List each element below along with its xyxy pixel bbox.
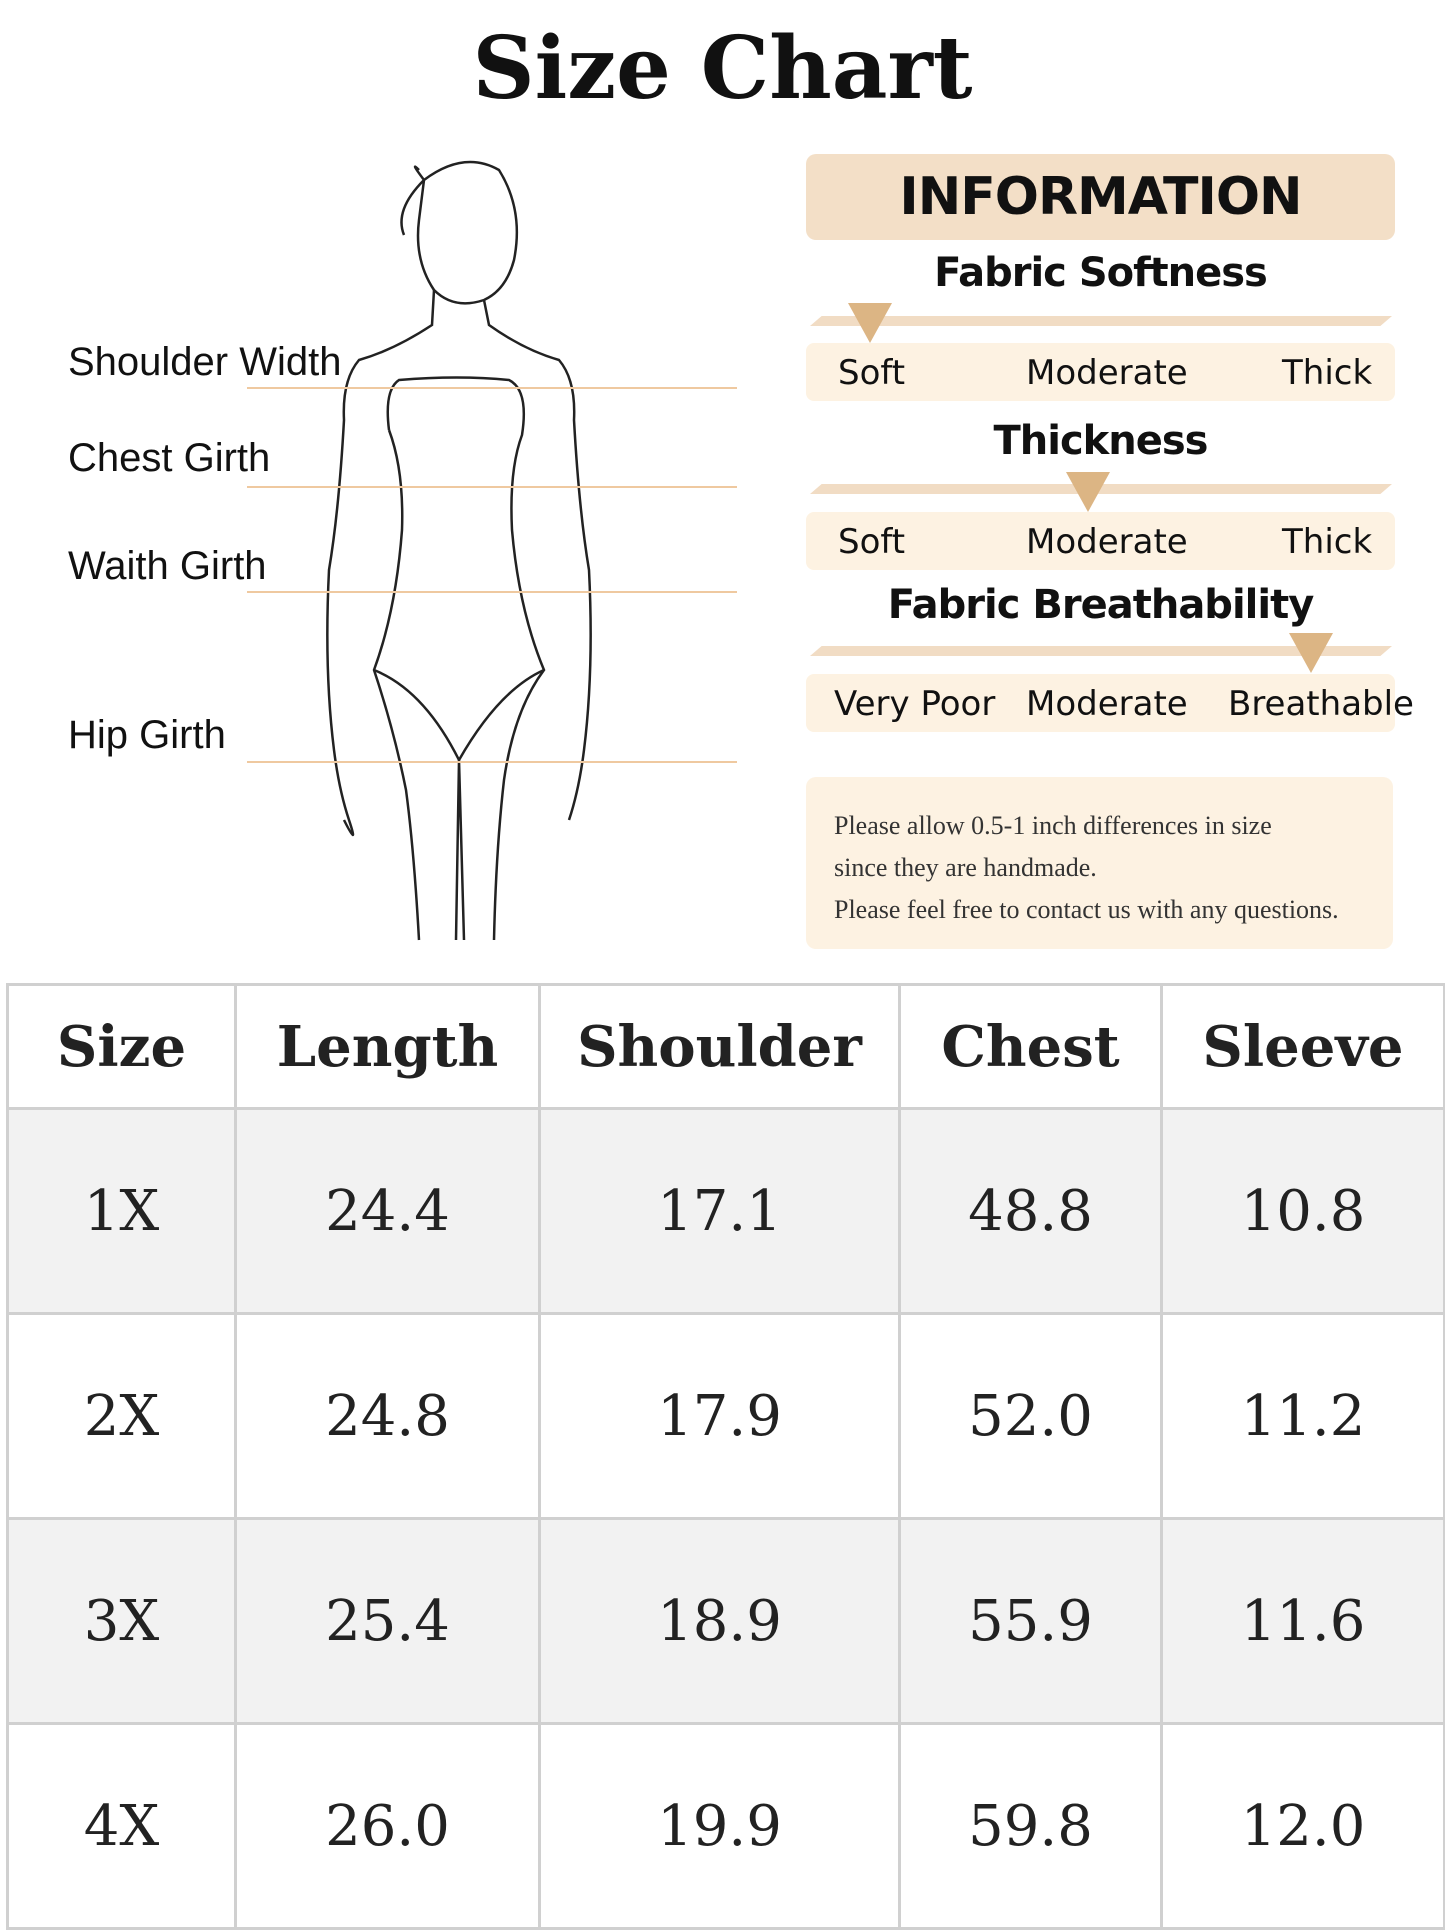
cell-length: 26.0 bbox=[234, 1722, 541, 1930]
cell-shoulder: 18.9 bbox=[538, 1517, 901, 1725]
table-row: 1X 24.4 17.1 48.8 10.8 bbox=[6, 1107, 1445, 1315]
table-row: 3X 25.4 18.9 55.9 11.6 bbox=[6, 1517, 1445, 1725]
thickness-marker-icon bbox=[1066, 472, 1110, 512]
cell-shoulder: 17.9 bbox=[538, 1312, 901, 1520]
cell-length: 24.8 bbox=[234, 1312, 541, 1520]
chest-girth-label: Chest Girth bbox=[68, 436, 271, 480]
cell-shoulder: 19.9 bbox=[538, 1722, 901, 1930]
scale-label: Thick bbox=[1282, 353, 1373, 393]
cell-length: 24.4 bbox=[234, 1107, 541, 1315]
fabric-breathability-title: Fabric Breathability bbox=[887, 582, 1315, 628]
scale-label: Soft bbox=[838, 522, 906, 562]
fabric-breathability-labels: Very Poor Moderate Breathable bbox=[806, 674, 1414, 732]
cell-sleeve: 10.8 bbox=[1160, 1107, 1445, 1315]
scale-label: Moderate bbox=[1026, 684, 1188, 724]
scale-label: Very Poor bbox=[834, 684, 996, 724]
cell-chest: 52.0 bbox=[898, 1312, 1163, 1520]
cell-shoulder: 17.1 bbox=[538, 1107, 901, 1315]
note-line: Please allow 0.5-1 inch differences in s… bbox=[834, 811, 1272, 840]
cell-sleeve: 12.0 bbox=[1160, 1722, 1445, 1930]
cell-chest: 55.9 bbox=[898, 1517, 1163, 1725]
body-figure-illustration bbox=[326, 160, 592, 941]
waist-girth-line bbox=[247, 591, 737, 593]
cell-size: 2X bbox=[6, 1312, 237, 1520]
table-header-row: Size Length Shoulder Chest Sleeve bbox=[6, 983, 1445, 1110]
chest-girth-line bbox=[247, 486, 737, 488]
thickness-labels: Soft Moderate Thick bbox=[806, 512, 1395, 570]
fabric-breathability-marker-icon bbox=[1289, 633, 1333, 673]
table-row: 2X 24.8 17.9 52.0 11.2 bbox=[6, 1312, 1445, 1520]
shoulder-width-line bbox=[247, 387, 737, 389]
cell-length: 25.4 bbox=[234, 1517, 541, 1725]
fabric-breathability-bar bbox=[810, 646, 1392, 656]
cell-chest: 48.8 bbox=[898, 1107, 1163, 1315]
cell-sleeve: 11.2 bbox=[1160, 1312, 1445, 1520]
hip-girth-line bbox=[247, 761, 737, 763]
note-line: Please feel free to contact us with any … bbox=[834, 895, 1339, 924]
fabric-softness-bar bbox=[810, 316, 1392, 326]
header-sleeve: Sleeve bbox=[1160, 983, 1445, 1110]
size-table: Size Length Shoulder Chest Sleeve 1X 24.… bbox=[6, 983, 1445, 1930]
shoulder-width-label: Shoulder Width bbox=[68, 340, 342, 384]
header-length: Length bbox=[234, 983, 541, 1110]
page-title: Size Chart bbox=[472, 18, 973, 119]
waist-girth-label: Waith Girth bbox=[68, 544, 267, 588]
hip-girth-label: Hip Girth bbox=[68, 713, 226, 757]
scale-label: Soft bbox=[838, 353, 906, 393]
scale-label: Moderate bbox=[1026, 353, 1188, 393]
cell-size: 4X bbox=[6, 1722, 237, 1930]
fabric-softness-title: Fabric Softness bbox=[934, 250, 1268, 296]
scale-label: Moderate bbox=[1026, 522, 1188, 562]
information-header: INFORMATION bbox=[806, 154, 1395, 240]
scale-label: Breathable bbox=[1228, 684, 1414, 724]
scale-label: Thick bbox=[1282, 522, 1373, 562]
header-shoulder: Shoulder bbox=[538, 983, 901, 1110]
cell-sleeve: 11.6 bbox=[1160, 1517, 1445, 1725]
thickness-title: Thickness bbox=[993, 418, 1208, 464]
handmade-note: Please allow 0.5-1 inch differences in s… bbox=[806, 777, 1393, 949]
fabric-softness-marker-icon bbox=[848, 303, 892, 343]
cell-size: 1X bbox=[6, 1107, 237, 1315]
header-chest: Chest bbox=[898, 983, 1163, 1110]
cell-chest: 59.8 bbox=[898, 1722, 1163, 1930]
cell-size: 3X bbox=[6, 1517, 237, 1725]
table-row: 4X 26.0 19.9 59.8 12.0 bbox=[6, 1722, 1445, 1930]
note-line: since they are handmade. bbox=[834, 853, 1097, 882]
fabric-softness-labels: Soft Moderate Thick bbox=[806, 343, 1395, 401]
header-size: Size bbox=[6, 983, 237, 1110]
